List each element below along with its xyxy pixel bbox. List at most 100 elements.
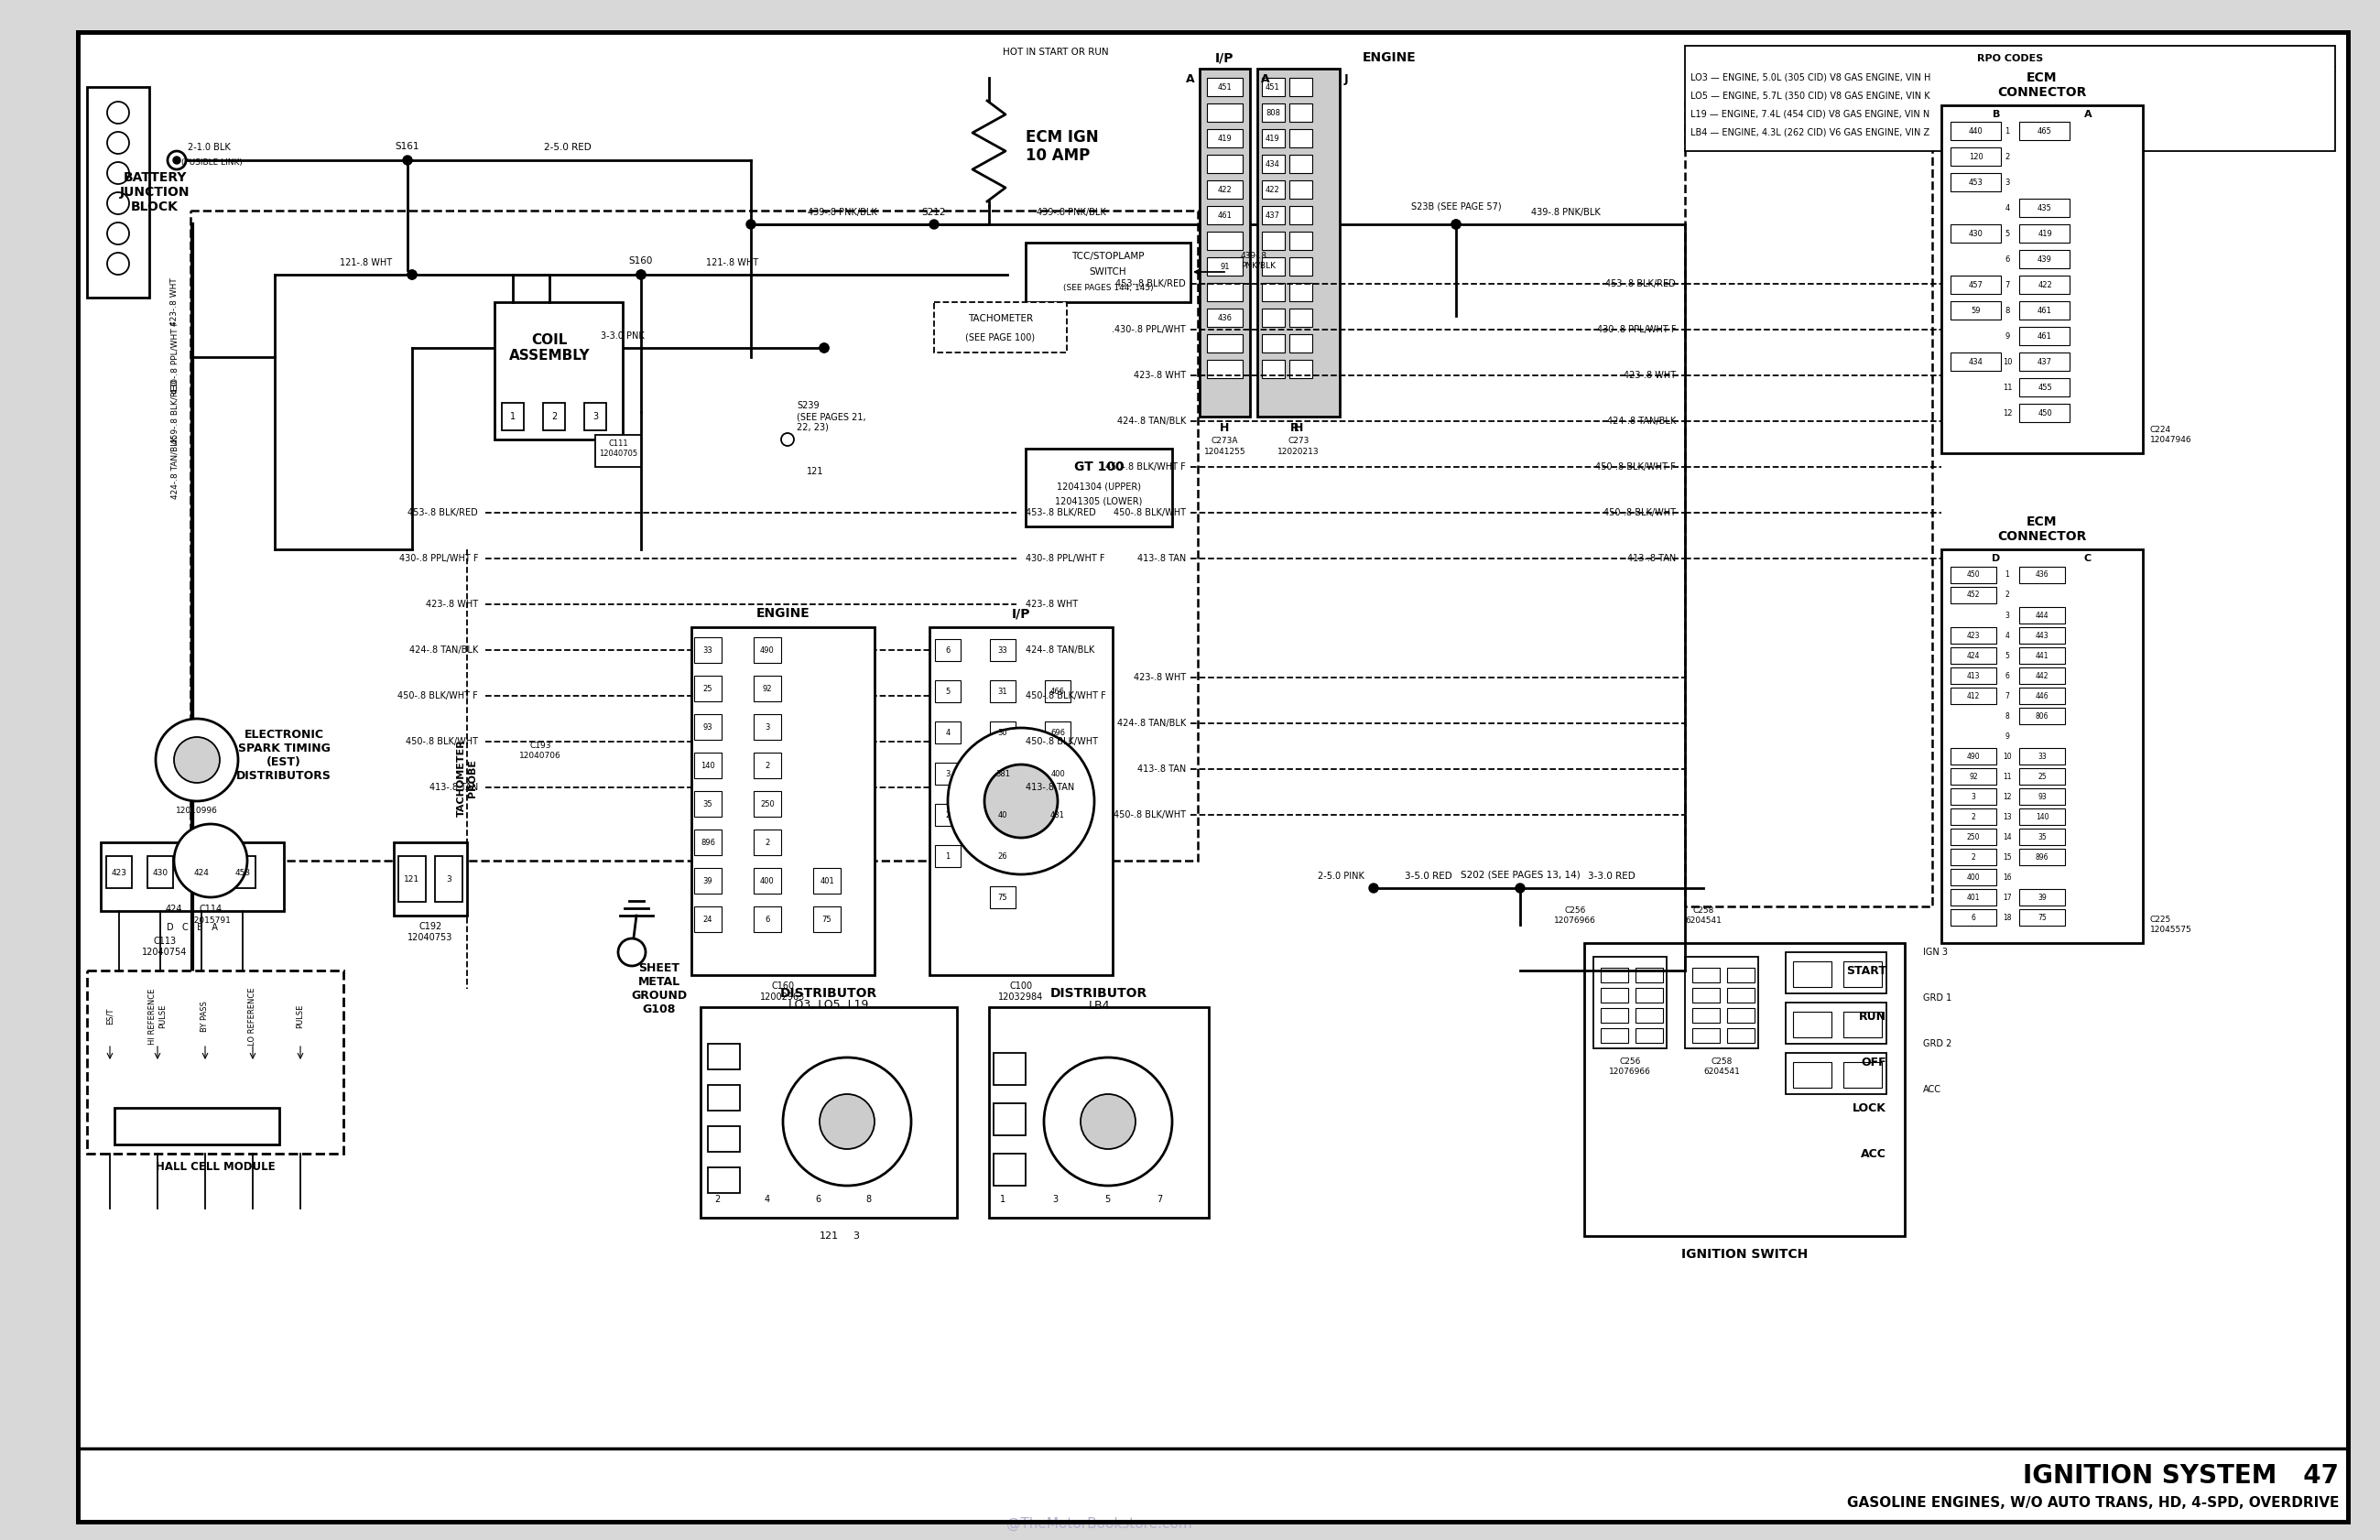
Text: 413: 413 [1966,671,1980,679]
Text: 450: 450 [2037,408,2052,417]
Text: 453-.8 BLK/RED: 453-.8 BLK/RED [1026,508,1095,517]
Bar [1026,448,1171,527]
Text: 413-.8 TAN: 413-.8 TAN [1628,554,1676,564]
Text: PULSE: PULSE [295,1004,305,1029]
Text: GT 100: GT 100 [1073,460,1123,473]
Circle shape [407,269,416,279]
Text: 5: 5 [2004,229,2009,237]
Bar [1207,154,1242,172]
Text: BY PASS: BY PASS [200,1001,209,1032]
Bar [1942,550,2142,942]
Bar [1952,353,2002,371]
Bar [1261,283,1285,302]
Text: OFF: OFF [1861,1056,1887,1069]
Bar [754,869,781,893]
Bar [1692,967,1721,983]
Bar [107,856,131,889]
Text: C111
12040705: C111 12040705 [600,440,638,457]
Text: 2: 2 [2004,591,2009,599]
Bar [1261,231,1285,249]
Text: 450-.8 BLK/WHT F: 450-.8 BLK/WHT F [1107,462,1185,471]
Bar [114,1107,278,1144]
Circle shape [783,1058,912,1186]
Text: 7: 7 [2004,280,2009,290]
Bar [1290,79,1311,95]
Bar [707,1086,740,1110]
Circle shape [819,343,828,353]
Text: 896: 896 [700,838,716,847]
Text: BATTERY
JUNCTION
BLOCK: BATTERY JUNCTION BLOCK [119,171,190,214]
Text: 2: 2 [714,1195,719,1204]
Text: ECM
CONNECTOR: ECM CONNECTOR [1997,516,2087,544]
Text: 430: 430 [152,869,169,876]
Text: C273A: C273A [1211,436,1238,445]
Bar [1261,360,1285,379]
Bar [935,762,962,785]
Bar [2018,708,2066,724]
Bar [2018,199,2071,217]
Bar [707,1044,740,1069]
Bar [1728,1009,1754,1023]
Circle shape [931,220,938,229]
Text: 400: 400 [1050,770,1064,778]
Text: 121-.8 WHT: 121-.8 WHT [707,259,759,268]
Bar [1792,1012,1833,1038]
Bar [695,830,721,855]
Text: 4: 4 [2004,203,2009,213]
Text: 1: 1 [945,852,950,861]
Bar [1728,987,1754,1003]
Text: 439-.8 PNK/BLK: 439-.8 PNK/BLK [807,208,878,217]
Bar [1952,302,2002,319]
Bar [1602,1009,1628,1023]
Text: 441: 441 [2035,651,2049,659]
Text: 35: 35 [702,799,712,809]
Bar [935,845,962,867]
Text: 434: 434 [1266,160,1280,168]
Text: 423-.8 WHT: 423-.8 WHT [1133,673,1185,682]
Bar [990,681,1016,702]
Bar [2018,687,2066,704]
Text: (SEE PAGES 144, 145): (SEE PAGES 144, 145) [1064,283,1154,291]
Text: .430-.8 PPL/WHT: .430-.8 PPL/WHT [1111,325,1185,334]
Bar [1952,768,1997,785]
Bar [1261,103,1285,122]
Text: 12020213: 12020213 [1278,447,1319,456]
Bar [1728,1029,1754,1043]
Bar [935,681,962,702]
Text: ECM
CONNECTOR: ECM CONNECTOR [1997,71,2087,99]
Text: IGN 3: IGN 3 [1923,947,1947,956]
Bar [1844,1063,1883,1087]
Bar [1942,105,2142,453]
Bar [1207,79,1242,95]
Bar [1290,206,1311,225]
Bar [814,907,840,932]
Text: 490: 490 [1966,752,1980,761]
Text: ENGINE: ENGINE [757,607,809,619]
Text: 423-.8 WHT: 423-.8 WHT [1623,371,1676,380]
Circle shape [1516,884,1526,893]
Text: 7: 7 [1157,1195,1161,1204]
Text: GRD 1: GRD 1 [1923,993,1952,1003]
Circle shape [1081,1093,1135,1149]
Text: 12: 12 [2002,408,2011,417]
Text: 1: 1 [2004,571,2009,579]
Text: 450-.8 BLK/WHT: 450-.8 BLK/WHT [1604,508,1676,517]
Bar [190,211,1197,861]
Bar [1207,360,1242,379]
Bar [695,753,721,778]
Text: 39: 39 [702,876,712,885]
Bar [1635,967,1664,983]
Bar [1290,360,1311,379]
Bar [754,907,781,932]
Bar [1290,283,1311,302]
Circle shape [107,102,129,123]
Text: 423-.8 WHT: 423-.8 WHT [1133,371,1185,380]
Text: S161: S161 [395,142,419,151]
Text: 2: 2 [2004,152,2009,160]
Text: 423-.8 WHT: 423-.8 WHT [426,599,478,608]
Bar [814,869,840,893]
Text: ACC: ACC [1861,1147,1887,1160]
Text: 33: 33 [997,645,1007,654]
Text: C: C [2085,554,2092,564]
Bar [1257,69,1340,417]
